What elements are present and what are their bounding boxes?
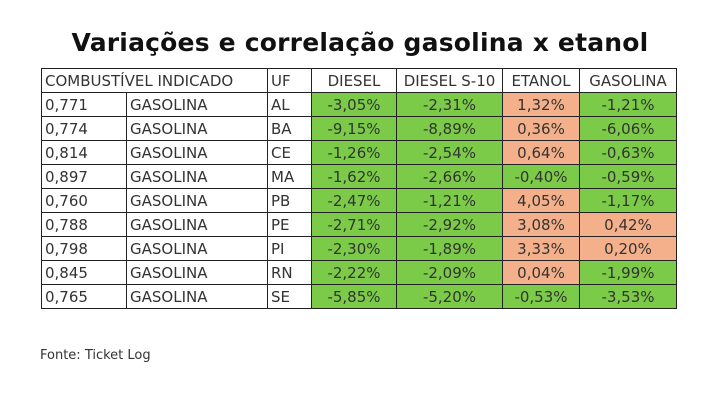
cell-index: 0,798 bbox=[41, 236, 127, 261]
cell-uf: PB bbox=[267, 188, 312, 213]
header-gasolina: GASOLINA bbox=[579, 68, 677, 93]
header-uf: UF bbox=[267, 68, 312, 93]
cell-gasolina: -1,21% bbox=[579, 92, 677, 117]
table-row: 0,788 GASOLINA PE -2,71% -2,92% 3,08% 0,42% bbox=[41, 212, 677, 237]
fuel-variation-table: COMBUSTÍVEL INDICADO UF DIESEL DIESEL S-… bbox=[41, 68, 677, 309]
cell-diesel: -1,26% bbox=[311, 140, 397, 165]
cell-index: 0,774 bbox=[41, 116, 127, 141]
cell-gasolina: -6,06% bbox=[579, 116, 677, 141]
cell-etanol: -0,40% bbox=[502, 164, 580, 189]
cell-etanol: 3,08% bbox=[502, 212, 580, 237]
cell-diesel: -2,47% bbox=[311, 188, 397, 213]
cell-index: 0,765 bbox=[41, 284, 127, 309]
cell-etanol: 0,64% bbox=[502, 140, 580, 165]
cell-gasolina: 0,42% bbox=[579, 212, 677, 237]
cell-etanol: 3,33% bbox=[502, 236, 580, 261]
header-diesel: DIESEL bbox=[311, 68, 397, 93]
cell-uf: BA bbox=[267, 116, 312, 141]
cell-etanol: 0,36% bbox=[502, 116, 580, 141]
cell-uf: AL bbox=[267, 92, 312, 117]
cell-uf: SE bbox=[267, 284, 312, 309]
cell-diesel-s10: -8,89% bbox=[396, 116, 503, 141]
cell-etanol: 4,05% bbox=[502, 188, 580, 213]
cell-uf: PI bbox=[267, 236, 312, 261]
cell-fuel: GASOLINA bbox=[126, 236, 268, 261]
cell-diesel: -2,30% bbox=[311, 236, 397, 261]
cell-uf: CE bbox=[267, 140, 312, 165]
header-etanol: ETANOL bbox=[502, 68, 580, 93]
cell-index: 0,814 bbox=[41, 140, 127, 165]
header-diesel-s10: DIESEL S-10 bbox=[396, 68, 503, 93]
cell-diesel-s10: -1,21% bbox=[396, 188, 503, 213]
cell-index: 0,845 bbox=[41, 260, 127, 285]
cell-diesel: -2,22% bbox=[311, 260, 397, 285]
source-note: Fonte: Ticket Log bbox=[40, 348, 151, 363]
cell-diesel-s10: -2,09% bbox=[396, 260, 503, 285]
cell-etanol: 1,32% bbox=[502, 92, 580, 117]
table-row: 0,771 GASOLINA AL -3,05% -2,31% 1,32% -1,21% bbox=[41, 92, 677, 117]
cell-fuel: GASOLINA bbox=[126, 164, 268, 189]
table-row: 0,897 GASOLINA MA -1,62% -2,66% -0,40% -0,59% bbox=[41, 164, 677, 189]
cell-fuel: GASOLINA bbox=[126, 140, 268, 165]
cell-diesel: -1,62% bbox=[311, 164, 397, 189]
cell-fuel: GASOLINA bbox=[126, 188, 268, 213]
cell-gasolina: 0,20% bbox=[579, 236, 677, 261]
cell-diesel: -9,15% bbox=[311, 116, 397, 141]
cell-fuel: GASOLINA bbox=[126, 212, 268, 237]
cell-index: 0,788 bbox=[41, 212, 127, 237]
cell-uf: PE bbox=[267, 212, 312, 237]
table-row: 0,798 GASOLINA PI -2,30% -1,89% 3,33% 0,20% bbox=[41, 236, 677, 261]
cell-uf: RN bbox=[267, 260, 312, 285]
cell-fuel: GASOLINA bbox=[126, 284, 268, 309]
cell-diesel-s10: -2,54% bbox=[396, 140, 503, 165]
cell-diesel: -2,71% bbox=[311, 212, 397, 237]
table-row: 0,774 GASOLINA BA -9,15% -8,89% 0,36% -6,06% bbox=[41, 116, 677, 141]
cell-diesel-s10: -1,89% bbox=[396, 236, 503, 261]
cell-gasolina: -3,53% bbox=[579, 284, 677, 309]
cell-uf: MA bbox=[267, 164, 312, 189]
cell-diesel-s10: -2,66% bbox=[396, 164, 503, 189]
cell-diesel-s10: -2,92% bbox=[396, 212, 503, 237]
table-row: 0,814 GASOLINA CE -1,26% -2,54% 0,64% -0,63% bbox=[41, 140, 677, 165]
header-combustivel: COMBUSTÍVEL INDICADO bbox=[41, 68, 268, 93]
cell-etanol: -0,53% bbox=[502, 284, 580, 309]
table-row: 0,765 GASOLINA SE -5,85% -5,20% -0,53% -3,53% bbox=[41, 284, 677, 309]
table-row: 0,845 GASOLINA RN -2,22% -2,09% 0,04% -1,99% bbox=[41, 260, 677, 285]
table-header-row: COMBUSTÍVEL INDICADO UF DIESEL DIESEL S-… bbox=[41, 68, 677, 93]
cell-gasolina: -1,99% bbox=[579, 260, 677, 285]
cell-index: 0,897 bbox=[41, 164, 127, 189]
cell-diesel-s10: -5,20% bbox=[396, 284, 503, 309]
cell-gasolina: -0,59% bbox=[579, 164, 677, 189]
cell-etanol: 0,04% bbox=[502, 260, 580, 285]
cell-gasolina: -1,17% bbox=[579, 188, 677, 213]
page-title: Variações e correlação gasolina x etanol bbox=[71, 28, 649, 57]
cell-index: 0,760 bbox=[41, 188, 127, 213]
cell-fuel: GASOLINA bbox=[126, 92, 268, 117]
cell-diesel: -3,05% bbox=[311, 92, 397, 117]
cell-diesel-s10: -2,31% bbox=[396, 92, 503, 117]
cell-gasolina: -0,63% bbox=[579, 140, 677, 165]
table-row: 0,760 GASOLINA PB -2,47% -1,21% 4,05% -1,17% bbox=[41, 188, 677, 213]
cell-fuel: GASOLINA bbox=[126, 116, 268, 141]
cell-index: 0,771 bbox=[41, 92, 127, 117]
cell-diesel: -5,85% bbox=[311, 284, 397, 309]
cell-fuel: GASOLINA bbox=[126, 260, 268, 285]
